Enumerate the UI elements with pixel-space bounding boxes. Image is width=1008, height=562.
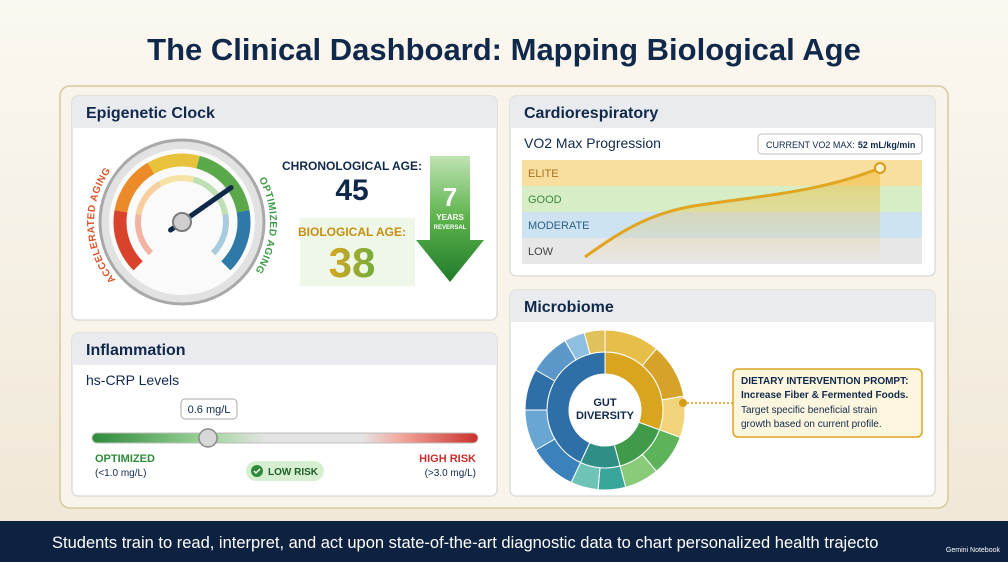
vo2-current-dot [874,162,886,174]
vo2-callout-text: CURRENT VO2 MAX: 52 mL/kg/min [766,140,915,150]
status-text: LOW RISK [268,467,319,478]
footer-caption: Students train to read, interpret, and a… [52,534,878,552]
vo2-band-label: ELITE [528,168,559,180]
panel-title: Epigenetic Clock [86,105,215,122]
panel-title: Inflammation [86,342,186,359]
sunburst-outer [583,329,606,355]
sunburst [524,329,686,491]
vo2-line [584,166,881,259]
status-check [253,468,261,475]
prompt-title: DIETARY INTERVENTION PROMPT: [741,376,908,387]
chart-subtitle: hs-CRP Levels [86,372,179,388]
panels [71,95,936,497]
crp-marker: 0.6 mg/L [188,404,231,416]
gauge [98,138,266,306]
crp-left-label: OPTIMIZED [95,453,155,465]
gauge-inner-arc [135,181,162,216]
biological-value: 38 [329,239,376,286]
title: The Clinical Dashboard: Mapping Biologic… [147,32,861,67]
chronological-label: CHRONOLOGICAL AGE: [282,159,422,173]
vo2-band-label: LOW [528,246,554,258]
crp-marker-box [180,398,238,420]
chart-subtitle: VO2 Max Progression [524,135,661,151]
biological-label: BIOLOGICAL AGE: [298,225,406,239]
prompt-box [732,368,923,438]
gauge-inner-arc [192,176,229,215]
connector-dot [679,399,687,407]
gauge-hub [172,212,192,232]
sunburst-center [569,374,641,446]
vo2-band-label: GOOD [528,194,562,206]
panel-header-bg [72,96,497,128]
gauge-inner-arc [135,213,154,256]
gauge-arc [147,153,200,175]
prompt-action: Increase Fiber & Fermented Foods. [741,390,908,401]
vo2-band-label: MODERATE [528,220,590,232]
reversal-label: REVERSAL [434,225,467,231]
center-label: GUT [593,397,617,409]
crp-track [91,432,479,444]
reversal-arrow [416,156,484,282]
prompt-line: Target specific beneficial strain [741,405,877,416]
gauge-arc [221,210,251,271]
panel-header-bg [510,96,935,128]
reversal-value: 7 [443,182,457,212]
panel-title: Cardiorespiratory [524,105,658,122]
chronological-value: 45 [335,174,368,207]
panel-header-bg [72,333,497,365]
biological-bg [300,218,415,286]
reversal-unit: YEARS [436,213,464,222]
crp-knob [198,428,218,448]
crp-left-range: (<1.0 mg/L) [95,468,146,479]
status-pill [246,461,324,481]
prompt-line: growth based on current profile. [741,419,882,430]
panel-title: Microbiome [524,299,614,316]
gauge-arc [196,155,250,213]
gauge-arc [114,162,155,213]
vo2-callout-label: CURRENT VO2 MAX: [766,140,855,150]
vo2-callout [757,133,923,155]
crp-right-label: HIGH RISK [419,453,476,465]
footer-band [0,521,1008,562]
gauge-inner-arc [158,175,195,187]
gauge-inner-arc [210,213,229,256]
gauge-arc [113,210,143,271]
center-label: DIVERSITY [576,410,635,422]
panel-header-bg [510,290,935,322]
footer-badge: Gemini Notebook [946,547,1001,554]
vo2-area [585,168,880,264]
vo2-callout-value: 52 mL/kg/min [858,140,916,150]
crp-right-range: (>3.0 mg/L) [425,468,476,479]
